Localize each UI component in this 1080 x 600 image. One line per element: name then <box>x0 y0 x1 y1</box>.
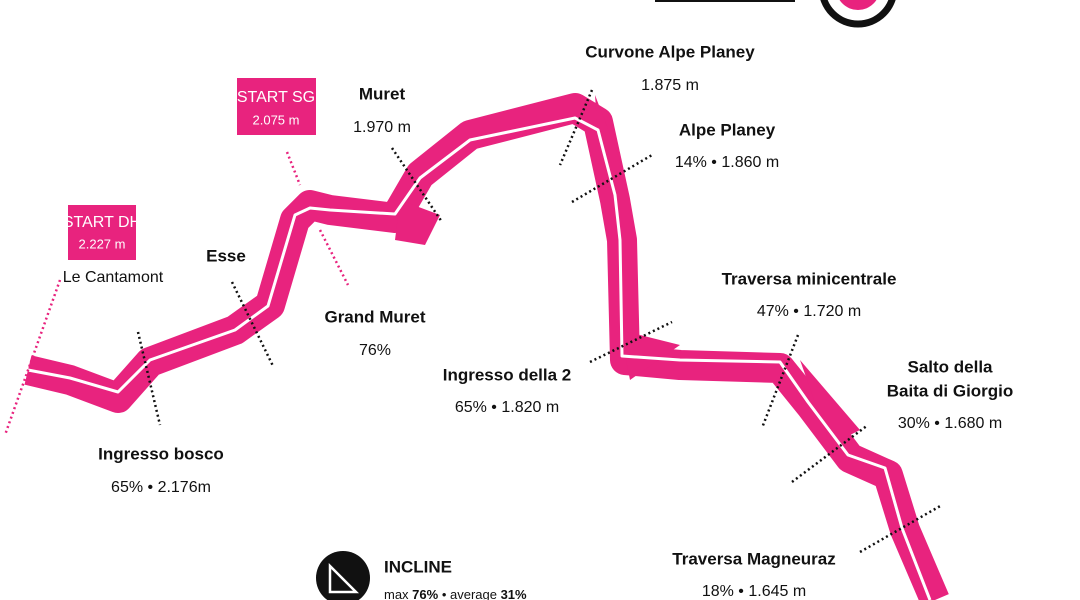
start-elevation: 2.075 m <box>253 112 300 127</box>
start-elevation: 2.227 m <box>79 236 126 251</box>
waypoint-detail: 14% • 1.860 m <box>675 154 779 171</box>
start-box <box>237 78 316 135</box>
markers <box>3 89 943 554</box>
start-title: START SG <box>237 89 315 106</box>
waypoint-name: Baita di Giorgio <box>887 381 1014 400</box>
waypoint-detail: 18% • 1.645 m <box>702 583 806 600</box>
waypoint-name: Alpe Planey <box>679 120 776 139</box>
waypoint-name: Ingresso della 2 <box>443 365 572 384</box>
course-line <box>27 116 932 600</box>
legend-part: 76% <box>412 587 438 600</box>
start-title: START DH <box>63 214 141 231</box>
waypoint-name: Muret <box>359 84 406 103</box>
waypoint-name: Traversa Magneuraz <box>672 549 835 568</box>
waypoint-name: Le Cantamont <box>63 269 164 286</box>
start-box <box>68 205 136 260</box>
waypoint-name: Grand Muret <box>324 307 425 326</box>
waypoint-detail: 30% • 1.680 m <box>898 415 1002 432</box>
waypoint-name: Esse <box>206 246 246 265</box>
waypoint-detail: 65% • 1.820 m <box>455 399 559 416</box>
waypoint-detail: 76% <box>359 342 391 359</box>
incline-icon <box>316 551 370 600</box>
waypoint-name: Ingresso bosco <box>98 444 224 463</box>
logo <box>655 0 896 28</box>
waypoint-detail: 1.875 m <box>641 77 699 94</box>
waypoint-name: Curvone Alpe Planey <box>585 42 755 61</box>
legend-part: 31% <box>501 587 527 600</box>
legend-title: INCLINE <box>384 557 452 576</box>
waypoint-detail: 1.970 m <box>353 119 411 136</box>
legend-part: max <box>384 587 412 600</box>
waypoint-name: Traversa minicentrale <box>722 269 897 288</box>
waypoint-detail: 47% • 1.720 m <box>757 303 861 320</box>
waypoint-detail: 65% • 2.176m <box>111 479 211 496</box>
legend-part: • average <box>438 587 500 600</box>
waypoint-name: Salto della <box>907 357 993 376</box>
legend-text: max 76% • average 31% <box>384 587 527 600</box>
